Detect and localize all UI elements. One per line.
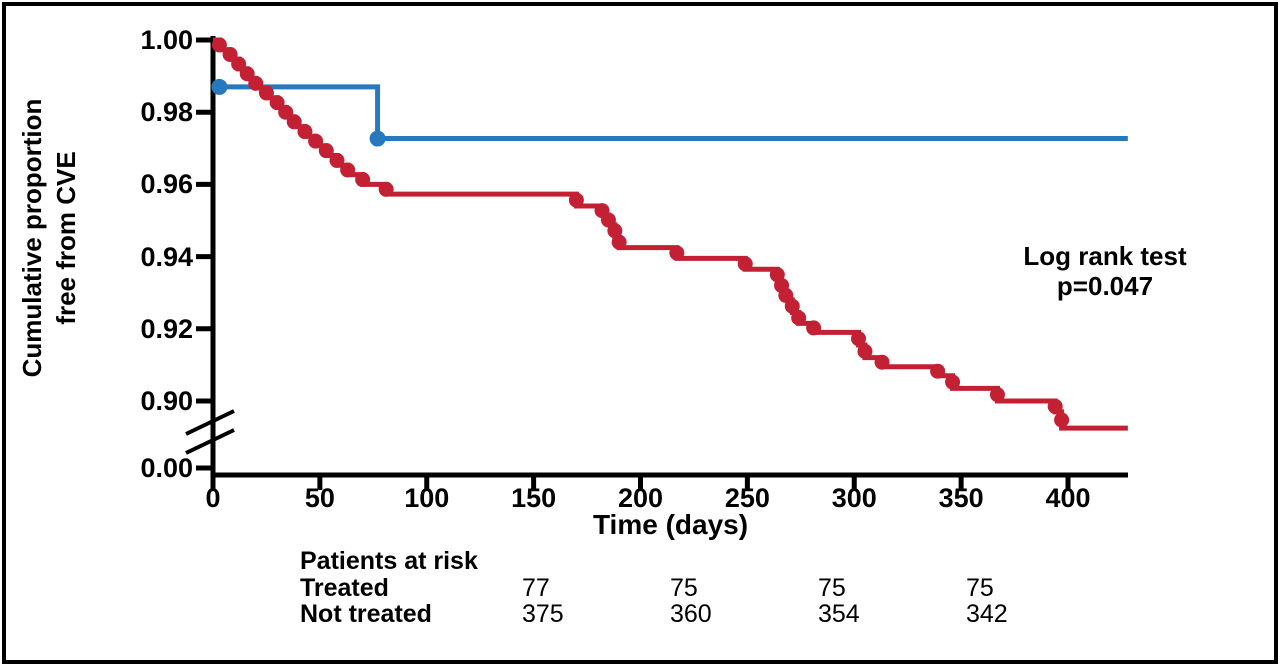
event-dot <box>806 320 822 336</box>
at-risk-count: 375 <box>522 600 564 628</box>
y-tick-label: 0.90 <box>140 386 193 416</box>
axis-break-slash <box>185 428 235 455</box>
event-dot <box>369 130 386 147</box>
y-axis-title-line2: free from CVE <box>51 151 81 325</box>
y-axis-title: Cumulative proportion free from CVE <box>15 28 85 448</box>
log-rank-annotation: Log rank test p=0.047 <box>950 241 1260 301</box>
y-tick-label-zero: 0.00 <box>140 453 193 483</box>
event-dot <box>378 181 394 197</box>
event-dot <box>308 133 324 149</box>
event-dot <box>329 152 345 168</box>
event-dot <box>989 387 1005 403</box>
event-dot <box>318 143 334 159</box>
event-dot <box>231 56 247 72</box>
event-dot <box>278 104 294 120</box>
x-tick-label: 150 <box>511 483 557 513</box>
at-risk-count: 75 <box>670 574 698 602</box>
event-dot <box>669 245 685 261</box>
x-tick-label: 300 <box>831 483 877 513</box>
event-dot <box>239 66 255 82</box>
at-risk-row-label: Treated <box>300 574 389 602</box>
event-dot <box>211 37 227 53</box>
x-tick-label: 100 <box>404 483 450 513</box>
at-risk-count: 77 <box>522 574 550 602</box>
y-tick-label: 0.98 <box>140 97 193 128</box>
at-risk-count: 360 <box>670 600 712 628</box>
x-tick-label: 400 <box>1045 483 1091 513</box>
event-dot <box>211 78 228 95</box>
event-dot <box>258 85 274 101</box>
event-dot <box>1047 398 1063 414</box>
event-dot <box>297 124 313 140</box>
event-dot <box>286 114 302 130</box>
event-dot <box>340 162 356 178</box>
event-dot <box>778 287 794 303</box>
event-dot <box>355 172 371 188</box>
series-not-treated <box>211 37 1128 431</box>
event-dot <box>737 256 753 272</box>
at-risk-table-title: Patients at risk <box>300 547 478 575</box>
at-risk-count: 342 <box>966 600 1008 628</box>
curve-line <box>213 37 1128 431</box>
axis-break-slash <box>185 409 235 436</box>
at-risk-count: 75 <box>818 574 846 602</box>
event-dot <box>222 46 238 62</box>
event-dot <box>784 298 800 314</box>
x-tick-label: 50 <box>304 483 335 513</box>
event-dot <box>611 234 627 250</box>
y-tick-label: 0.94 <box>140 241 193 272</box>
event-dot <box>269 95 285 111</box>
event-dot <box>607 223 623 239</box>
event-dot <box>851 331 867 347</box>
event-dot <box>945 374 961 390</box>
axes <box>196 36 1128 490</box>
y-tick-label: 1.00 <box>140 25 193 55</box>
y-tick-label: 0.92 <box>140 313 193 344</box>
y-axis-title-line1: Cumulative proportion <box>17 98 47 378</box>
at-risk-count: 354 <box>818 600 860 628</box>
series-treated <box>211 78 1128 147</box>
x-axis-title: Time (days) <box>592 509 749 540</box>
event-dot <box>1054 412 1070 428</box>
at-risk-row-label: Not treated <box>300 600 432 628</box>
event-dot <box>568 192 584 208</box>
event-dot <box>857 343 873 359</box>
at-risk-count: 75 <box>966 574 994 602</box>
log-rank-annotation-line1: Log rank test <box>1023 241 1187 271</box>
survival-curves <box>211 37 1128 431</box>
event-dot <box>600 212 616 228</box>
x-tick-label: 250 <box>724 483 770 513</box>
event-dot <box>248 75 264 91</box>
curve-line <box>219 84 1128 142</box>
event-dot <box>874 354 890 370</box>
y-tick-label: 0.96 <box>140 169 193 200</box>
y-axis-break-marks <box>185 409 235 455</box>
x-tick-label: 200 <box>617 483 664 513</box>
log-rank-annotation-line2: p=0.047 <box>1056 271 1154 301</box>
event-dot <box>930 363 946 379</box>
event-dot <box>791 310 807 326</box>
x-tick-label: 350 <box>938 483 984 513</box>
x-tick-label: 0 <box>205 483 221 513</box>
